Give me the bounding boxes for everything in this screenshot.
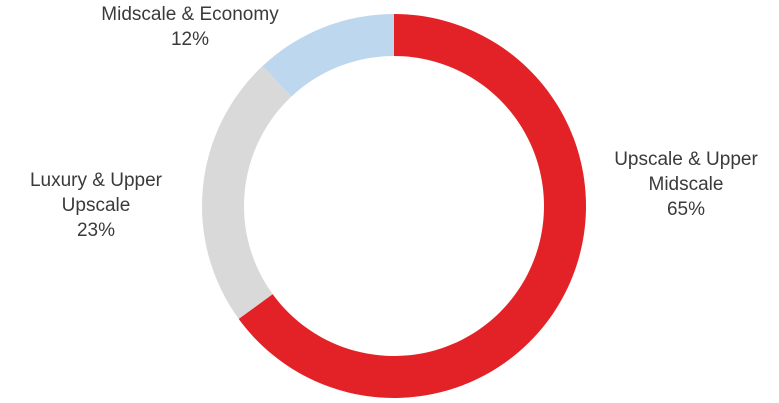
slice-label-2-line-0: Midscale & Economy (101, 4, 279, 25)
slice-label-0-line-1: Midscale (649, 174, 724, 195)
labels-layer: Upscale & Upper Midscale 65% Luxury & Upper… (30, 4, 758, 241)
slices-layer (202, 14, 586, 398)
donut-slice-2 (262, 14, 394, 97)
slice-value-label-2: 12% (171, 29, 209, 50)
slice-label-1-line-1: Upscale (62, 195, 131, 216)
slice-label-1: Luxury & Upper Upscale 23% (30, 170, 163, 241)
slice-value-label-0: 65% (667, 199, 705, 220)
slice-label-0: Upscale & Upper Midscale 65% (614, 149, 758, 220)
donut-slice-1 (202, 66, 292, 319)
slice-label-1-line-0: Luxury & Upper (30, 170, 163, 191)
slice-label-2: Midscale & Economy 12% (101, 4, 279, 50)
slice-value-label-1: 23% (77, 220, 115, 241)
slice-label-0-line-0: Upscale & Upper (614, 149, 758, 170)
